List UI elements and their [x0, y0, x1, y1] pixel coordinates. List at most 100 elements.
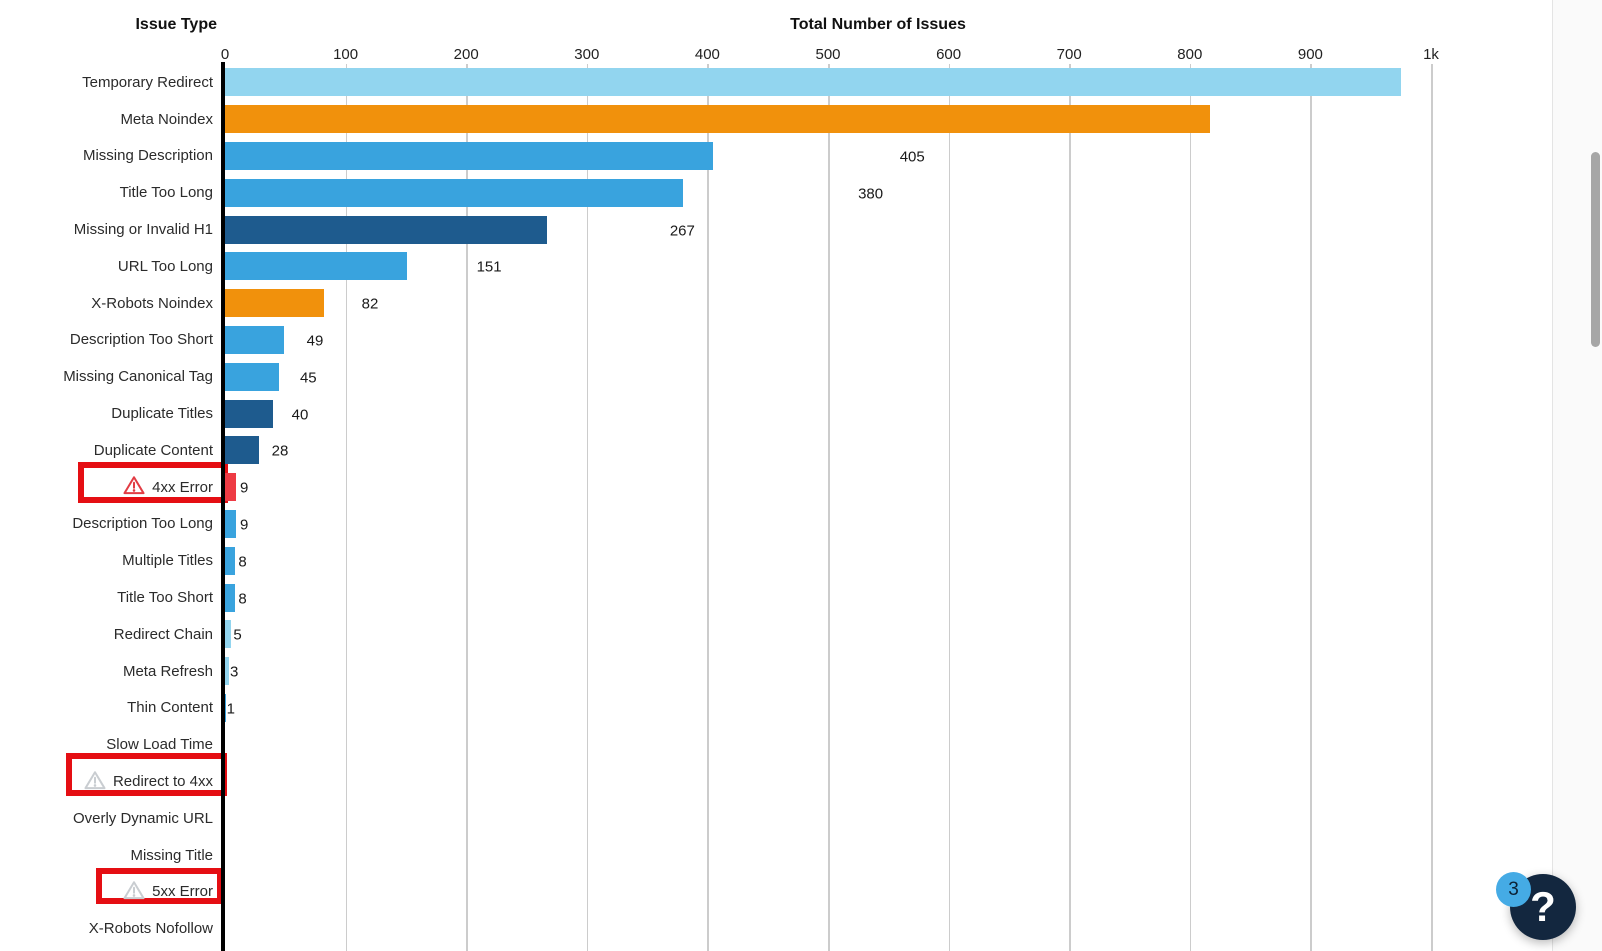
- category-label-text: Missing Canonical Tag: [63, 368, 213, 386]
- category-label: Redirect Chain: [0, 616, 213, 653]
- bar-missing-canonical-tag[interactable]: [225, 362, 280, 391]
- gridline-800: [1189, 64, 1192, 951]
- gridline-600: [948, 64, 951, 951]
- category-label: Thin Content: [0, 690, 213, 727]
- value-label: 9: [239, 516, 249, 534]
- category-label: X-Robots Nofollow: [0, 910, 213, 947]
- bar-missing-description[interactable]: [225, 142, 714, 170]
- bar-redirect-chain[interactable]: [225, 620, 232, 649]
- category-label-text: Duplicate Content: [93, 441, 213, 459]
- x-tick-800: 800: [1177, 46, 1203, 63]
- category-label: Duplicate Content: [0, 432, 213, 469]
- x-tick-900: 900: [1297, 46, 1323, 63]
- x-tick-500: 500: [815, 46, 841, 63]
- value-axis-line: [221, 62, 225, 951]
- category-label-text: URL Too Long: [117, 257, 213, 275]
- category-label-text: Meta Refresh: [122, 662, 213, 680]
- gridline-100: [345, 64, 348, 951]
- category-label-text: Description Too Short: [69, 331, 213, 349]
- value-label: 45: [299, 369, 317, 387]
- category-label-text: Multiple Titles: [122, 552, 213, 570]
- y-axis-title: Issue Type: [135, 16, 217, 33]
- bar-duplicate-titles[interactable]: [225, 399, 274, 428]
- value-label: 405: [899, 148, 925, 166]
- gridline-400: [707, 64, 709, 951]
- category-label-text: X-Robots Noindex: [91, 294, 213, 312]
- value-label: 28: [271, 442, 289, 460]
- value-label: 8: [238, 553, 247, 571]
- value-label: 40: [291, 406, 309, 424]
- category-label: Missing Description: [0, 138, 213, 175]
- warning-icon: [123, 475, 145, 499]
- category-label-text: Redirect to 4xx: [112, 773, 213, 791]
- category-label-text: Temporary Redirect: [82, 73, 213, 91]
- category-label-text: Overly Dynamic URL: [72, 809, 213, 827]
- bar-description-too-short[interactable]: [225, 326, 285, 354]
- category-label-text: X-Robots Nofollow: [88, 920, 213, 938]
- x-tick-600: 600: [936, 46, 962, 63]
- scrollbar-thumb[interactable]: [1591, 152, 1600, 347]
- value-label: 9: [239, 479, 249, 497]
- value-label: 1: [226, 700, 235, 718]
- category-label: Title Too Long: [0, 174, 213, 211]
- x-tick-200: 200: [453, 46, 479, 63]
- bar-title-too-short[interactable]: [225, 583, 235, 612]
- gridline-900: [1310, 64, 1312, 951]
- category-label-text: Slow Load Time: [106, 736, 213, 754]
- help-notification-badge[interactable]: 3: [1496, 872, 1531, 907]
- category-label: Missing Title: [0, 837, 213, 874]
- x-tick-400: 400: [694, 46, 720, 63]
- x-tick-1k: 1k: [1423, 46, 1439, 63]
- category-label-text: Title Too Long: [119, 184, 213, 202]
- bar-x-robots-noindex[interactable]: [225, 289, 324, 318]
- value-label: 267: [669, 222, 695, 240]
- highlight-box-5xx-error: [96, 868, 223, 904]
- bar-meta-refresh[interactable]: [225, 657, 229, 686]
- category-label-text: Missing Title: [130, 846, 213, 864]
- bar-multiple-titles[interactable]: [225, 546, 235, 575]
- gridline-700: [1069, 64, 1071, 951]
- category-label: Overly Dynamic URL: [0, 800, 213, 837]
- category-label: Redirect to 4xx: [0, 763, 213, 800]
- value-label: 8: [238, 590, 247, 608]
- bar-url-too-long[interactable]: [225, 252, 408, 281]
- gridline-500: [828, 64, 830, 951]
- question-mark-icon: ?: [1530, 883, 1556, 930]
- category-label: Slow Load Time: [0, 726, 213, 763]
- category-label: Description Too Long: [0, 506, 213, 543]
- category-label-text: Missing Description: [82, 147, 213, 165]
- bar-duplicate-content[interactable]: [225, 436, 259, 465]
- x-tick-0: 0: [220, 46, 230, 63]
- x-tick-300: 300: [574, 46, 600, 63]
- category-label-text: Duplicate Titles: [111, 405, 213, 423]
- help-badge-count: 3: [1508, 879, 1519, 900]
- category-label-text: Missing or Invalid H1: [73, 221, 213, 239]
- x-tick-700: 700: [1056, 46, 1082, 63]
- value-label: 3: [229, 663, 239, 681]
- category-label-text: 5xx Error: [152, 883, 213, 901]
- value-label: 49: [306, 332, 324, 350]
- category-label: Meta Noindex: [0, 101, 213, 138]
- category-label-text: Title Too Short: [117, 589, 213, 607]
- category-label-text: Redirect Chain: [113, 625, 213, 643]
- bar-meta-noindex[interactable]: [225, 105, 1211, 134]
- category-label: 4xx Error: [0, 469, 213, 506]
- warning-icon: [84, 770, 106, 794]
- category-label-text: 4xx Error: [152, 478, 213, 496]
- category-label: Missing or Invalid H1: [0, 211, 213, 248]
- category-label: Missing Canonical Tag: [0, 358, 213, 395]
- category-label: Meta Refresh: [0, 653, 213, 690]
- value-label: 151: [476, 258, 502, 276]
- bar-thin-content[interactable]: [225, 694, 227, 722]
- category-label: Title Too Short: [0, 579, 213, 616]
- value-label: 82: [361, 295, 379, 313]
- bar-description-too-long[interactable]: [225, 510, 236, 538]
- category-label: Duplicate Titles: [0, 395, 213, 432]
- bar-missing-or-invalid-h1[interactable]: [225, 215, 547, 244]
- category-label: Multiple Titles: [0, 542, 213, 579]
- bar-temporary-redirect[interactable]: [225, 68, 1401, 97]
- bar-title-too-long[interactable]: [225, 178, 684, 207]
- bar-4xx-error[interactable]: [225, 473, 236, 502]
- category-label-text: Thin Content: [127, 699, 213, 717]
